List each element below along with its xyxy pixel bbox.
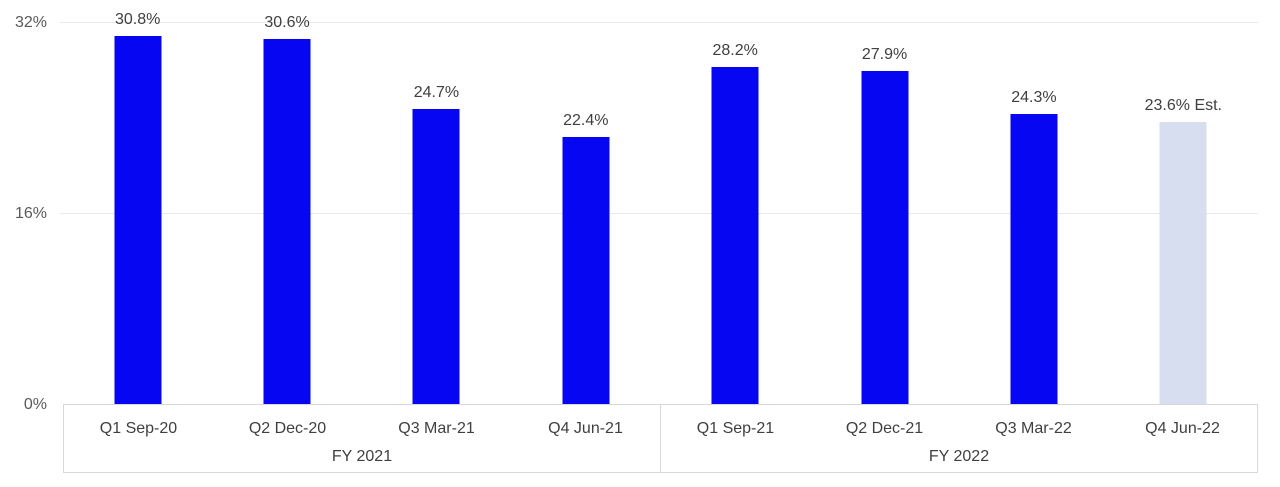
bar xyxy=(711,67,759,404)
category-label: Q4 Jun-22 xyxy=(1145,420,1220,437)
bar-column: 27.9% xyxy=(810,0,959,404)
bar-value-label: 30.8% xyxy=(115,11,161,29)
quarter-label-row: Q1 Sep-20 Q2 Dec-20 Q3 Mar-21 Q4 Jun-21 xyxy=(64,405,660,448)
bar xyxy=(114,36,162,404)
category-label: Q4 Jun-21 xyxy=(548,420,623,437)
bar-column: 23.6% Est. xyxy=(1109,0,1258,404)
quarter-label-row: Q1 Sep-21 Q2 Dec-21 Q3 Mar-22 Q4 Jun-22 xyxy=(661,405,1257,448)
bar xyxy=(861,70,909,404)
category-label: Q1 Sep-21 xyxy=(696,420,775,437)
axis-group-fy2021: Q1 Sep-20 Q2 Dec-20 Q3 Mar-21 Q4 Jun-21 … xyxy=(64,405,661,472)
bar-value-label: 22.4% xyxy=(563,111,609,129)
bar-value-label: 24.7% xyxy=(413,84,460,102)
y-tick-label: 0% xyxy=(23,396,47,413)
axis-group-fy2022: Q1 Sep-21 Q2 Dec-21 Q3 Mar-22 Q4 Jun-22 … xyxy=(661,405,1257,472)
y-tick-label: 16% xyxy=(14,205,47,222)
category-label: Q2 Dec-20 xyxy=(248,420,327,437)
bar-value-label: 30.6% xyxy=(264,13,310,31)
category-label: Q3 Mar-22 xyxy=(995,420,1072,437)
fiscal-year-row: FY 2022 xyxy=(661,448,1257,472)
fiscal-year-label: FY 2022 xyxy=(928,448,990,465)
bar-value-label: 23.6% Est. xyxy=(1144,97,1222,115)
bar-column: 24.3% xyxy=(959,0,1108,404)
bar-column: 22.4% xyxy=(511,0,660,404)
bar-column: 30.6% xyxy=(212,0,361,404)
bar xyxy=(1159,122,1207,404)
bar xyxy=(412,109,460,404)
bar-column: 24.7% xyxy=(362,0,511,404)
bar xyxy=(562,136,610,404)
category-label: Q1 Sep-20 xyxy=(99,420,178,437)
bar-value-label: 27.9% xyxy=(861,45,908,63)
category-axis: Q1 Sep-20 Q2 Dec-20 Q3 Mar-21 Q4 Jun-21 … xyxy=(63,404,1258,473)
bar xyxy=(263,38,311,404)
fiscal-year-row: FY 2021 xyxy=(64,448,660,472)
bar-value-label: 24.3% xyxy=(1011,88,1057,106)
fiscal-year-label: FY 2021 xyxy=(331,448,393,465)
y-tick-label: 32% xyxy=(14,14,47,31)
bar xyxy=(1010,113,1058,404)
category-label: Q2 Dec-21 xyxy=(845,420,924,437)
gridline xyxy=(60,22,1258,23)
plot-area: 30.8% 30.6% 24.7% 22.4% 28.2% 27.9% 24.3… xyxy=(63,0,1258,404)
category-label: Q3 Mar-21 xyxy=(398,420,475,437)
bar-column: 28.2% xyxy=(661,0,810,404)
bar-value-label: 28.2% xyxy=(712,42,758,60)
bar-column: 30.8% xyxy=(63,0,212,404)
gridline xyxy=(60,213,1258,214)
